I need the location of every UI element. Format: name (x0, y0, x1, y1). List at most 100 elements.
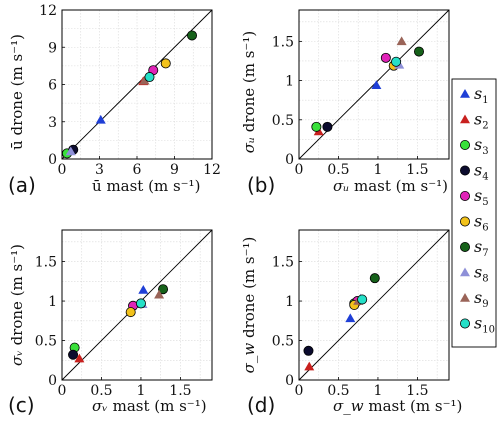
legend-label-index: 1 (482, 95, 488, 106)
legend-label-index: 9 (482, 299, 488, 310)
x-tick-label: 0.5 (327, 162, 349, 178)
y-tick-label: 1 (285, 74, 294, 90)
data-point-s4 (68, 349, 79, 360)
x-tick-label: 1.5 (169, 383, 191, 399)
x-axis-label-suffix: mast (m s⁻¹) (102, 177, 201, 195)
legend-label-s5: s5 (474, 186, 489, 208)
panel-3: 0 0.5 1 1.500.511.5σᵥ mast (m s⁻¹)σᵥ drone … (8, 229, 213, 417)
legend-label-name: s (474, 186, 482, 205)
legend-label-name: s (474, 237, 482, 256)
legend-marker-s6 (459, 216, 470, 227)
y-tick-label: 1.5 (272, 34, 294, 50)
y-axis-label-prefix: ū (8, 140, 26, 150)
y-tick-label: 0 (48, 373, 57, 389)
data-point-s8 (65, 146, 76, 156)
legend-label-name: s (474, 135, 482, 154)
x-tick-label: 0 (58, 162, 67, 178)
plot-frame (298, 9, 450, 160)
y-axis-label: σᵥ drone (m s⁻¹) (8, 244, 26, 366)
x-axis-label-suffix: mast (m s⁻¹) (364, 397, 463, 415)
data-point-s6 (125, 307, 136, 318)
legend-marker-s8 (460, 267, 470, 277)
panel-tag: (d) (247, 393, 275, 417)
x-axis-label: σ_w mast (m s⁻¹) (333, 397, 462, 415)
x-tick-label: 0 (58, 383, 67, 399)
x-axis-label-symbol: σ_w (333, 397, 364, 415)
y-tick-label: 12 (39, 3, 57, 19)
x-tick-label: 1.5 (406, 383, 428, 399)
legend-label-index: 3 (482, 146, 488, 157)
y-tick-label: 6 (48, 78, 57, 94)
y-tick-label: 0 (285, 152, 294, 168)
legend-label-s8: s8 (474, 263, 489, 285)
x-tick-label: 1.5 (406, 162, 428, 178)
legend-label-index: 10 (482, 325, 495, 336)
y-axis-label-suffix: drone (m s⁻¹) (240, 31, 258, 137)
x-axis-label-symbol: σᵥ (92, 397, 108, 415)
data-point-s7 (413, 46, 424, 57)
y-tick-label: 0.5 (35, 334, 57, 350)
legend-label-index: 6 (482, 223, 488, 234)
legend-marker-s4 (459, 165, 470, 176)
legend-label-index: 2 (482, 121, 488, 132)
data-point-s10 (135, 298, 146, 309)
y-axis-label: ū drone (m s⁻¹) (8, 34, 26, 150)
x-tick-label: 1 (136, 383, 145, 399)
x-tick-label: 3 (95, 162, 104, 178)
data-point-s1 (138, 285, 149, 294)
legend-marker-s9 (460, 293, 470, 302)
legend-marker-s10 (459, 318, 470, 329)
x-axis-label-suffix: mast (m s⁻¹) (108, 397, 207, 415)
data-point-s7 (158, 284, 169, 295)
y-axis-label-symbol: σᵤ (240, 137, 258, 153)
y-axis-label-symbol: σ_w (240, 343, 258, 374)
legend-label-s6: s6 (474, 212, 489, 234)
y-tick-label: 1 (285, 294, 294, 310)
x-tick-label: 0.5 (327, 383, 349, 399)
data-point-s7 (186, 30, 197, 41)
y-axis-label: σᵤ drone (m s⁻¹) (240, 31, 258, 153)
data-point-s1 (345, 313, 356, 323)
x-tick-label: 9 (170, 162, 179, 178)
legend-box (451, 78, 497, 348)
data-point-s10 (357, 294, 368, 305)
y-axis-label-suffix: drone (m s⁻¹) (8, 244, 26, 350)
x-tick-label: 12 (203, 162, 221, 178)
one-to-one-line (61, 9, 213, 160)
x-tick-label: 0 (295, 162, 304, 178)
legend-label-name: s (474, 110, 482, 129)
plot-frame (298, 229, 450, 381)
data-point-s1 (371, 80, 382, 90)
x-tick-label: 1 (373, 383, 382, 399)
legend-marker-s7 (459, 241, 470, 252)
y-tick-label: 0 (285, 373, 294, 389)
data-point-s9 (396, 36, 407, 46)
x-tick-label: 1 (373, 162, 382, 178)
y-axis-label-suffix: drone (m s⁻¹) (240, 237, 258, 343)
one-to-one-line (298, 229, 450, 381)
data-point-s2 (304, 361, 315, 371)
panel-tag: (a) (8, 173, 36, 197)
legend-marker-s2 (460, 114, 470, 124)
data-point-s10 (391, 56, 402, 67)
data-point-s9 (139, 75, 150, 85)
legend-label-s9: s9 (474, 288, 489, 310)
y-tick-label: 3 (48, 115, 57, 131)
legend-label-s7: s7 (474, 237, 489, 259)
y-tick-label: 0 (48, 152, 57, 168)
legend-label-s1: s1 (474, 84, 489, 106)
legend-label-name: s (474, 288, 482, 307)
plot-frame (61, 229, 213, 381)
y-tick-label: 1.5 (272, 255, 294, 271)
legend-label-name: s (474, 263, 482, 282)
data-point-s10 (144, 72, 155, 83)
panel-tag: (c) (8, 393, 35, 417)
legend-marker-s5 (459, 190, 470, 201)
y-tick-label: 1 (48, 294, 57, 310)
data-point-s7 (369, 273, 380, 284)
panel-2: 0 0.5 1 1.500.511.5σᵤ mast (m s⁻¹)σᵤ drone … (240, 9, 450, 197)
x-axis-label: σᵥ mast (m s⁻¹) (92, 397, 207, 415)
